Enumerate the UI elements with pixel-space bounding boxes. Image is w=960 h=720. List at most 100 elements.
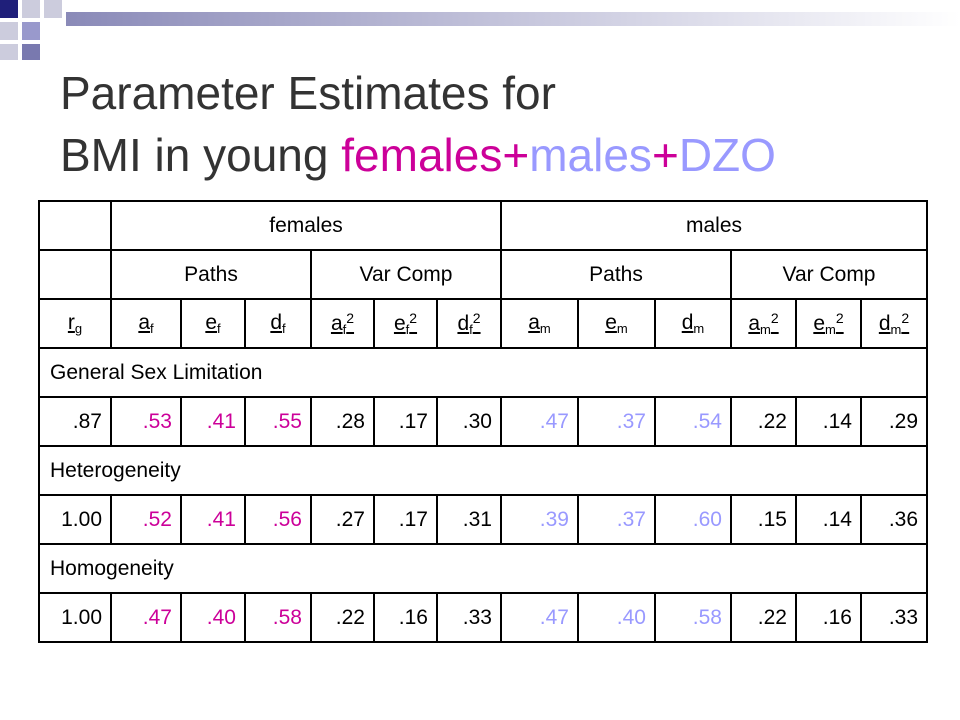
value-cell: .41 (180, 396, 246, 447)
param-sub: m (616, 321, 628, 336)
header-row: females males (38, 200, 929, 251)
section-label: Heterogeneity (37, 445, 929, 496)
slide-decoration (0, 0, 960, 60)
section-row: General Sex Limitation (37, 347, 929, 398)
title-segment: females (341, 129, 503, 181)
param-base: d (878, 312, 891, 335)
value-cell: .37 (577, 396, 656, 447)
value-row: 1.00.52.41.56.27.17.31.39.37.60.15.14.36 (38, 494, 929, 545)
subgroup-header: Var Comp (729, 249, 929, 300)
empty-cell (38, 200, 112, 251)
param-header: df (244, 298, 312, 349)
param-header: df2 (436, 298, 502, 349)
value-cell: .39 (500, 494, 579, 545)
param-label: em2 (813, 310, 844, 337)
value-cell: .14 (795, 494, 862, 545)
param-base: d (457, 312, 470, 335)
title-segment: males (529, 129, 652, 181)
param-sub: m (825, 322, 836, 337)
param-base: e (813, 312, 826, 335)
value-cell: .22 (310, 592, 375, 643)
param-label: am2 (748, 310, 778, 337)
param-sub: g (74, 321, 83, 336)
empty-cell (38, 249, 112, 300)
value-cell: .58 (244, 592, 312, 643)
value-cell: .33 (859, 592, 929, 643)
param-header: ef (180, 298, 246, 349)
param-base: d (681, 311, 694, 334)
param-sup: 2 (472, 310, 481, 326)
value-cell: 1.00 (38, 592, 112, 643)
param-sup: 2 (835, 310, 844, 326)
param-sup: 2 (409, 310, 418, 326)
title-line: BMI in young females+males+DZO (60, 124, 776, 186)
title-segment: BMI in young (60, 129, 342, 181)
section-label: Homogeneity (37, 543, 929, 594)
param-base: e (205, 311, 218, 334)
value-cell: .16 (373, 592, 438, 643)
param-header: af2 (310, 298, 375, 349)
param-label: am (528, 311, 551, 336)
param-sub: f (405, 322, 410, 337)
value-cell: .29 (859, 396, 929, 447)
value-cell: .17 (373, 494, 438, 545)
param-base: a (330, 312, 343, 335)
title-segment: DZO (678, 129, 776, 181)
title-segment: + (502, 129, 530, 181)
value-cell: .40 (577, 592, 656, 643)
value-cell: .37 (577, 494, 656, 545)
value-cell: .27 (310, 494, 375, 545)
slide-title: Parameter Estimates for BMI in young fem… (60, 62, 776, 186)
param-sub: f (282, 321, 286, 336)
value-cell: .14 (795, 396, 862, 447)
param-label: df (270, 311, 286, 336)
param-sub: f (150, 321, 154, 336)
value-cell: .36 (859, 494, 929, 545)
value-cell: .22 (730, 592, 797, 643)
group-header: males (499, 200, 929, 251)
section-row: Heterogeneity (37, 445, 929, 496)
param-header: em2 (795, 298, 862, 349)
value-cell: .56 (244, 494, 312, 545)
value-cell: .47 (500, 592, 579, 643)
param-base: r (67, 311, 75, 334)
param-sub: m (693, 321, 705, 336)
value-cell: .16 (795, 592, 862, 643)
section-label: General Sex Limitation (37, 347, 929, 398)
param-sup: 2 (346, 310, 355, 326)
param-base: e (605, 311, 617, 334)
value-cell: .17 (373, 396, 438, 447)
param-header: am (500, 298, 579, 349)
value-cell: .53 (110, 396, 182, 447)
value-cell: .87 (38, 396, 112, 447)
param-base: a (528, 311, 540, 334)
value-row: 1.00.47.40.58.22.16.33.47.40.58.22.16.33 (38, 592, 929, 643)
parameter-table: females males Paths Var Comp Paths Var Comp rg… (37, 200, 929, 643)
value-cell: .15 (730, 494, 797, 545)
param-base: a (748, 312, 761, 335)
value-cell: .47 (500, 396, 579, 447)
value-cell: .41 (180, 494, 246, 545)
param-base: d (270, 311, 283, 334)
param-label: ef (205, 311, 221, 336)
param-sub: f (469, 322, 473, 337)
value-cell: .31 (436, 494, 502, 545)
param-sub: m (890, 322, 902, 337)
group-header: females (110, 200, 502, 251)
param-label: af (138, 311, 154, 336)
param-label: ef2 (394, 310, 418, 337)
param-sub: f (217, 321, 221, 336)
value-cell: .55 (244, 396, 312, 447)
param-base: a (138, 311, 151, 334)
param-sub: f (342, 322, 347, 337)
param-label: dm2 (878, 310, 910, 337)
param-label: af2 (330, 310, 355, 337)
param-header: dm2 (859, 298, 929, 349)
param-sup: 2 (901, 310, 910, 326)
title-line: Parameter Estimates for (60, 67, 556, 119)
value-cell: .33 (436, 592, 502, 643)
value-row: .87.53.41.55.28.17.30.47.37.54.22.14.29 (38, 396, 929, 447)
param-header: em (577, 298, 656, 349)
param-label: df2 (457, 310, 481, 337)
